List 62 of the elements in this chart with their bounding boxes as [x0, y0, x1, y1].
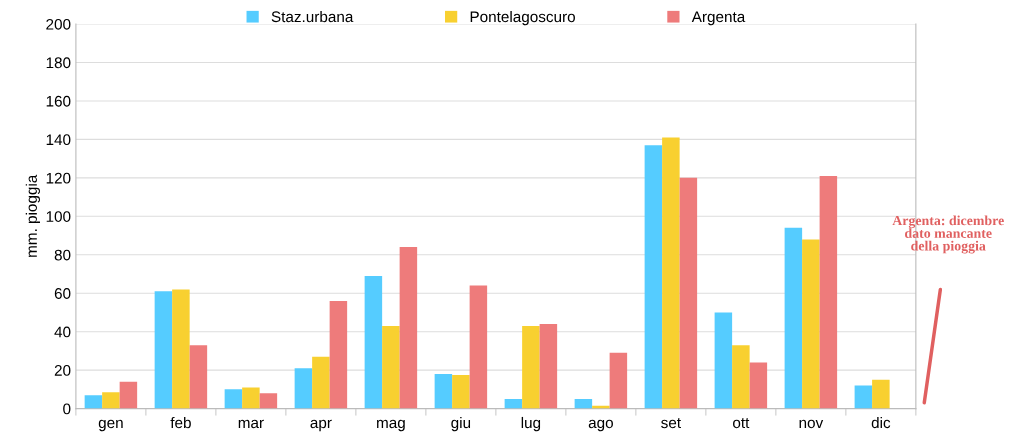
- bar: [242, 387, 260, 409]
- y-tick-label: 80: [54, 249, 71, 261]
- y-axis-title: mm. pioggia: [25, 174, 40, 257]
- bar: [434, 373, 453, 409]
- y-tick-label: 180: [46, 57, 71, 69]
- x-tick-label: nov: [799, 419, 824, 429]
- x-tick-label: ago: [588, 419, 613, 432]
- x-tick-label: ott: [733, 418, 750, 429]
- bar: [119, 381, 138, 409]
- bar: [784, 227, 803, 409]
- x-tick-label: feb: [170, 416, 191, 429]
- bar: [819, 175, 838, 409]
- y-tick-label: 20: [54, 365, 71, 376]
- bar: [609, 352, 628, 409]
- bar: [854, 385, 873, 409]
- bar: [504, 398, 523, 409]
- bar: [364, 275, 383, 409]
- y-tick-label: 40: [54, 326, 71, 338]
- bar: [329, 300, 348, 409]
- bar: [732, 345, 750, 409]
- bar: [802, 239, 820, 409]
- x-tick-label: dic: [871, 416, 891, 429]
- bar: [644, 145, 663, 409]
- x-tick-label: mag: [377, 419, 405, 432]
- bar: [382, 325, 400, 409]
- bar: [294, 368, 313, 409]
- x-tick-label: lug: [521, 416, 541, 432]
- x-tick-label: giu: [451, 416, 471, 432]
- y-tick-label: 160: [46, 95, 71, 107]
- x-tick-label: mar: [238, 419, 264, 429]
- bar: [154, 291, 173, 409]
- x-tick-label: apr: [310, 419, 332, 432]
- bar: [172, 289, 190, 409]
- annotation: Argenta: dicembre dato mancante della pioggia: [892, 215, 1004, 254]
- bar: [189, 345, 208, 409]
- bar: [84, 395, 103, 409]
- bar: [872, 379, 890, 409]
- bar: [662, 137, 680, 409]
- bar: [224, 389, 243, 409]
- legend-label: Staz.urbana: [271, 10, 354, 23]
- x-tick-label: gen: [98, 419, 123, 432]
- bar: [399, 247, 418, 409]
- y-tick-label: 140: [46, 134, 71, 146]
- bar: [102, 392, 120, 409]
- bar: [539, 323, 558, 409]
- y-tick-label: 100: [46, 211, 71, 222]
- bar: [469, 285, 488, 409]
- y-tick-label: 120: [46, 172, 71, 184]
- bar: [452, 374, 470, 409]
- bar: [749, 362, 768, 409]
- y-tick-label: 60: [54, 288, 71, 299]
- x-tick-label: set: [661, 418, 681, 429]
- legend-label: Argenta: [691, 11, 746, 26]
- bar: [714, 312, 733, 409]
- bar: [679, 177, 698, 409]
- bar: [312, 356, 330, 409]
- bar: [522, 325, 540, 409]
- y-tick-label: 200: [46, 18, 71, 30]
- legend-label: Pontelagoscuro: [470, 10, 575, 26]
- bar: [574, 398, 593, 409]
- bar: [259, 393, 278, 409]
- y-tick-label: 0: [63, 403, 71, 415]
